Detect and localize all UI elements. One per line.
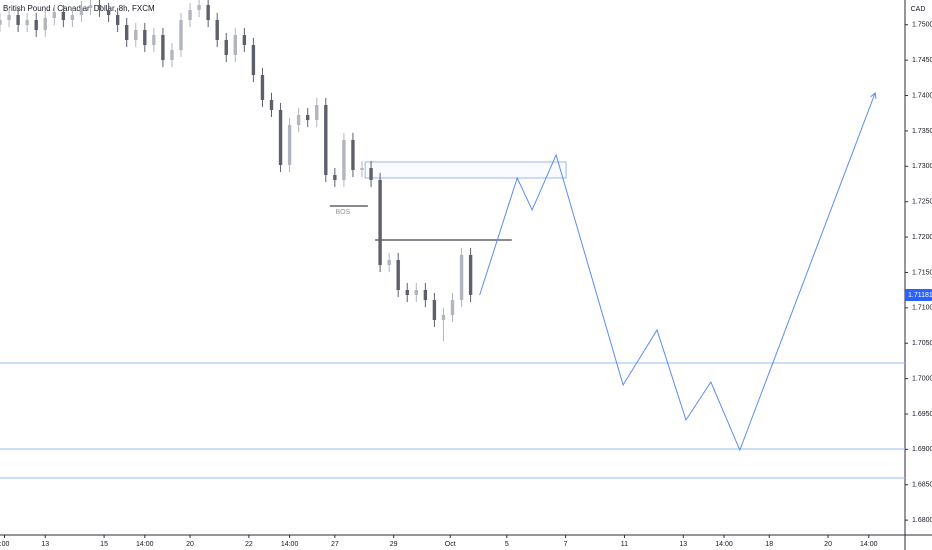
- candle-body: [441, 314, 446, 321]
- y-tick-label: 1.72000: [912, 234, 932, 241]
- y-tick-label: 1.69500: [912, 411, 932, 418]
- candle-body: [405, 290, 409, 295]
- candle-body: [342, 139, 346, 180]
- candle-body: [360, 168, 364, 170]
- candle-body: [278, 109, 283, 165]
- x-tick-label: 27: [331, 541, 339, 548]
- candle-body: [306, 114, 310, 121]
- y-tick-label: 1.73000: [912, 163, 932, 170]
- candle-body: [161, 35, 165, 61]
- candle-body: [70, 15, 75, 21]
- candle-body: [134, 30, 138, 40]
- candle-body: [233, 35, 237, 55]
- x-tick-label: 14:00: [136, 541, 154, 548]
- candle-body: [215, 20, 219, 40]
- x-tick-label: 22: [245, 541, 253, 548]
- candle-body: [206, 5, 210, 21]
- candle-body: [224, 39, 228, 55]
- currency-label: CAD: [911, 6, 926, 13]
- candle-body: [52, 12, 56, 18]
- candle-body: [143, 30, 147, 46]
- bos-label: BOS: [335, 209, 350, 216]
- candle-body: [170, 50, 174, 61]
- y-tick-label: 1.74500: [912, 57, 932, 64]
- candle-body: [468, 254, 473, 295]
- candle-body: [97, 5, 102, 10]
- candle-body: [351, 139, 355, 170]
- y-tick-label: 1.70000: [912, 375, 932, 382]
- last-price-label: 1.71181: [908, 292, 932, 299]
- y-tick-label: 1.75000: [912, 22, 932, 29]
- candle-body: [34, 20, 38, 31]
- candle-body: [269, 99, 274, 110]
- candle-body: [106, 9, 111, 16]
- candle-body: [378, 179, 382, 266]
- candle-body: [25, 20, 29, 25]
- projection-arrow: [870, 92, 877, 99]
- candle-body: [79, 7, 84, 16]
- candle-body: [179, 20, 183, 51]
- x-tick-label: 20: [186, 541, 194, 548]
- candle-body: [459, 254, 464, 300]
- candle-body: [387, 259, 391, 266]
- candle-body: [125, 24, 129, 40]
- zone: [364, 161, 567, 179]
- x-tick-label: 14:00: [281, 541, 299, 548]
- candle-body: [61, 12, 66, 21]
- candle-body: [88, 5, 93, 8]
- x-tick-label: 13: [679, 541, 687, 548]
- candle-body: [43, 17, 47, 31]
- candle-body: [152, 35, 156, 46]
- x-tick-label: 13: [41, 541, 49, 548]
- candle-body: [450, 299, 455, 315]
- y-tick-label: 1.73500: [912, 128, 932, 135]
- x-tick-label: 5: [505, 541, 509, 548]
- candle-body: [432, 299, 437, 321]
- y-tick-label: 1.70500: [912, 340, 932, 347]
- last-price-box: [905, 289, 932, 302]
- candle-body: [197, 5, 201, 10]
- x-tick-label: 15: [100, 541, 108, 548]
- y-tick-label: 1.74000: [912, 92, 932, 99]
- candle-body: [251, 45, 256, 76]
- y-tick-label: 1.69000: [912, 446, 932, 453]
- candle-body: [115, 15, 120, 25]
- x-tick-label: 20: [824, 541, 832, 548]
- candle-body: [324, 105, 328, 176]
- y-tick-label: 1.71500: [912, 269, 932, 276]
- x-tick-label: 14:00: [860, 541, 878, 548]
- x-tick-label: 18: [765, 541, 773, 548]
- candle-body: [396, 259, 400, 291]
- candle-body: [260, 75, 265, 100]
- y-tick-label: 1.68500: [912, 482, 932, 489]
- chart-title: British Pound / Canadian Dollar, 8h, FXC…: [3, 4, 155, 13]
- candle-body: [315, 105, 319, 121]
- candle-body: [0, 20, 2, 25]
- candle-body: [296, 114, 301, 125]
- projection-line: [479, 92, 876, 452]
- y-tick-label: 1.72500: [912, 199, 932, 206]
- candle-body: [242, 35, 247, 46]
- candle-body: [7, 15, 11, 21]
- candle-body: [333, 175, 337, 180]
- candle-body: [369, 168, 373, 180]
- y-tick-label: 1.68000: [912, 517, 932, 524]
- candle-body: [16, 15, 20, 25]
- candle-body: [188, 9, 192, 21]
- x-tick-label: 7: [564, 541, 568, 548]
- x-tick-label: :00: [0, 541, 9, 548]
- candle-body: [287, 124, 292, 165]
- x-tick-label: 11: [621, 541, 628, 548]
- y-tick-label: 1.71000: [912, 305, 932, 312]
- candle-body: [423, 290, 428, 300]
- x-tick-label: Oct: [445, 541, 456, 548]
- x-tick-label: 29: [390, 541, 398, 548]
- x-tick-label: 14:00: [715, 541, 733, 548]
- candle-body: [414, 290, 418, 295]
